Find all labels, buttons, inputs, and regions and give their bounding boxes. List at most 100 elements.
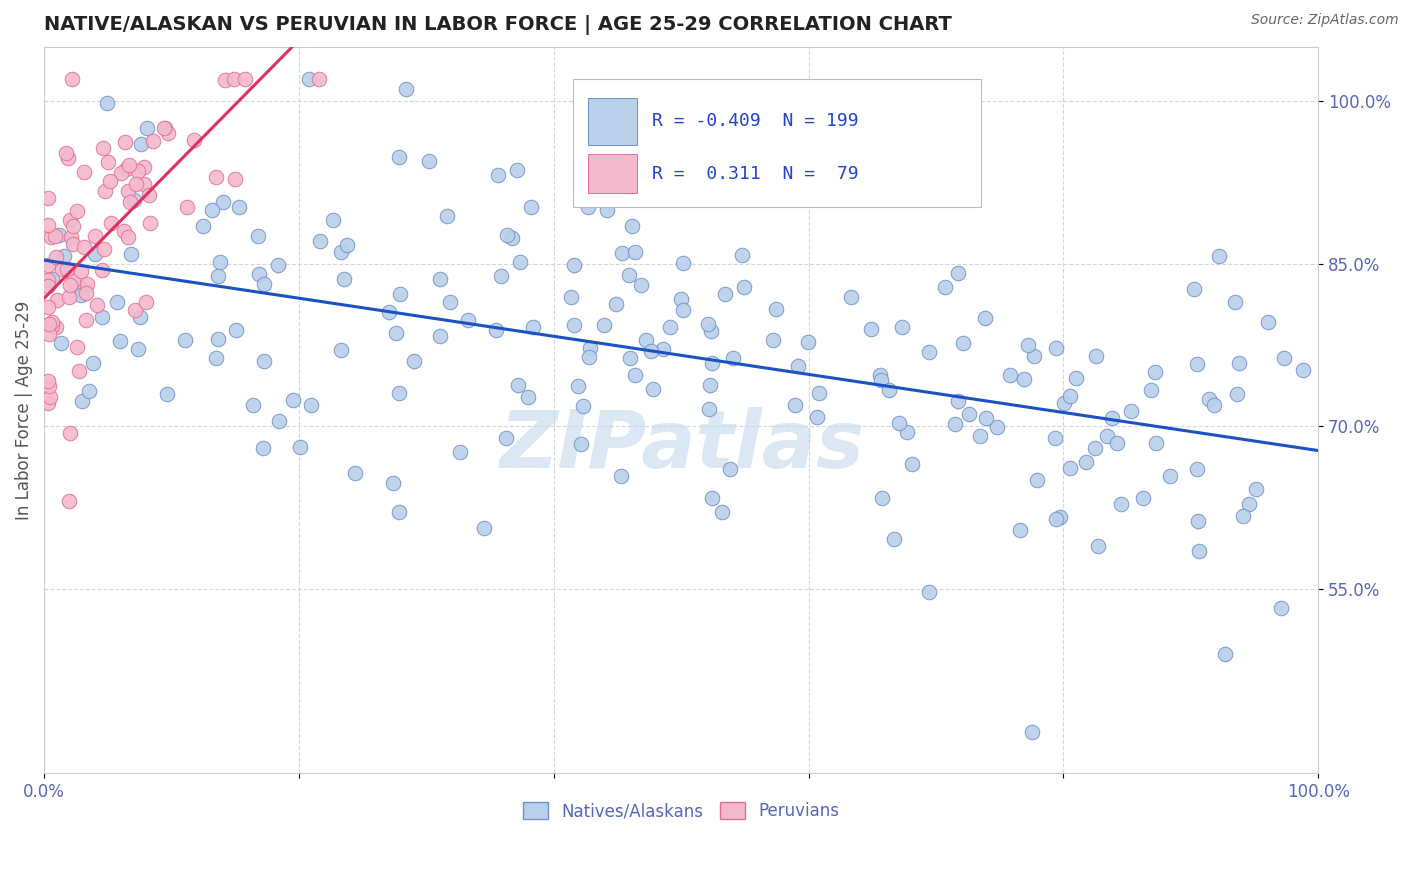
Point [1208, 249, 1230, 263]
Point [1144, 365, 1167, 379]
Point [38, 390, 60, 404]
Point [1045, 512, 1067, 526]
Point [51, 261, 73, 276]
Point [934, 279, 956, 293]
Point [623, 368, 645, 383]
Point [110, 166, 132, 180]
Point [157, 127, 180, 141]
Point [578, 200, 600, 214]
Point [82, 355, 104, 369]
Point [562, 318, 585, 333]
Point [1109, 498, 1132, 512]
Point [91, 262, 114, 277]
Point [37, 396, 59, 410]
Point [125, 177, 148, 191]
Point [1291, 362, 1313, 376]
Point [45, 320, 67, 334]
Point [457, 312, 479, 326]
Point [58, 493, 80, 508]
Point [672, 302, 695, 317]
Point [97, 155, 120, 169]
Point [298, 72, 321, 87]
Point [37, 258, 59, 272]
Point [388, 386, 411, 401]
Point [505, 162, 527, 177]
Point [1226, 386, 1249, 401]
Point [394, 82, 416, 96]
Point [322, 212, 344, 227]
Point [41, 230, 63, 244]
Point [112, 224, 135, 238]
Point [702, 491, 724, 505]
Point [253, 277, 276, 291]
Point [209, 254, 232, 268]
Point [839, 290, 862, 304]
Point [1132, 491, 1154, 505]
Point [1097, 429, 1119, 443]
Point [733, 280, 755, 294]
Point [117, 158, 139, 172]
Point [974, 311, 997, 326]
Point [1227, 356, 1250, 370]
Y-axis label: In Labor Force | Age 25-29: In Labor Force | Age 25-29 [15, 301, 32, 520]
Point [38, 379, 60, 393]
Point [174, 333, 197, 347]
Point [718, 462, 741, 476]
Point [1059, 389, 1081, 403]
Point [37, 374, 59, 388]
Point [269, 414, 291, 428]
Point [288, 441, 311, 455]
Point [41, 315, 63, 329]
Point [1049, 509, 1071, 524]
Point [90, 310, 112, 325]
Point [37, 191, 59, 205]
Point [233, 72, 256, 87]
Legend: Natives/Alaskans, Peruvians: Natives/Alaskans, Peruvians [516, 796, 846, 827]
Point [714, 287, 737, 301]
Point [569, 437, 592, 451]
Point [617, 268, 640, 283]
Point [41, 271, 63, 285]
Point [1105, 435, 1128, 450]
Point [952, 335, 974, 350]
Point [1237, 497, 1260, 511]
FancyBboxPatch shape [588, 97, 637, 145]
Point [38, 317, 60, 331]
Point [509, 255, 531, 269]
Point [787, 359, 810, 373]
Point [1187, 462, 1209, 476]
Point [658, 319, 681, 334]
Point [1084, 349, 1107, 363]
Point [247, 229, 270, 244]
Point [37, 279, 59, 293]
Point [1017, 338, 1039, 352]
Point [212, 195, 235, 210]
Point [700, 356, 723, 370]
Point [56, 261, 79, 276]
Point [489, 268, 512, 283]
Point [283, 393, 305, 408]
Point [1053, 396, 1076, 410]
Point [117, 184, 139, 198]
Point [609, 158, 631, 172]
Point [1204, 398, 1226, 412]
Point [37, 300, 59, 314]
Point [699, 325, 721, 339]
Point [567, 379, 589, 393]
Point [918, 585, 941, 599]
Point [66, 340, 89, 354]
Point [58, 152, 80, 166]
Point [122, 193, 145, 207]
Point [153, 120, 176, 135]
Point [1064, 371, 1087, 385]
Point [974, 410, 997, 425]
Point [641, 382, 664, 396]
Point [1188, 544, 1211, 558]
Point [1223, 295, 1246, 310]
Point [77, 384, 100, 398]
Point [806, 409, 828, 424]
Text: Source: ZipAtlas.com: Source: ZipAtlas.com [1251, 13, 1399, 28]
Point [388, 505, 411, 519]
Point [62, 274, 84, 288]
Point [1272, 351, 1295, 365]
